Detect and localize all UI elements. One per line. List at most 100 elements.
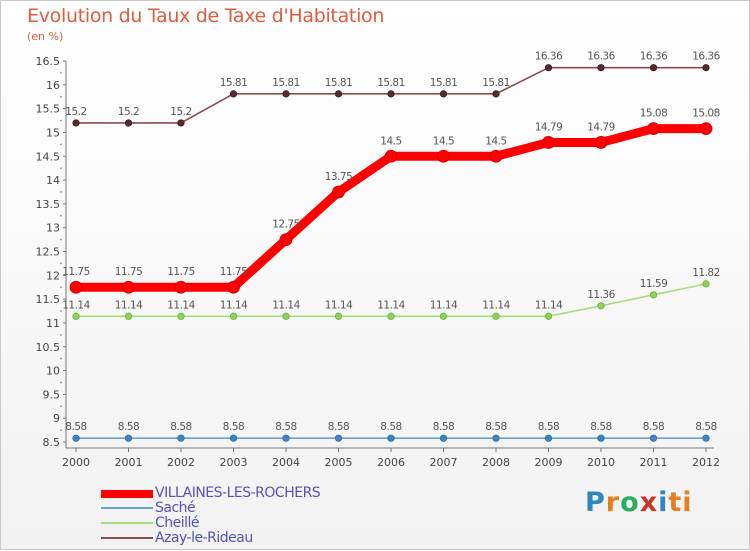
data-label-azay: 15.2 <box>118 106 139 118</box>
data-point-azay <box>177 119 185 127</box>
logo-letter: o <box>620 487 640 518</box>
y-tick-label: 15 <box>46 126 60 139</box>
data-label-azay: 15.81 <box>430 77 458 89</box>
y-minor-tick <box>60 357 62 360</box>
y-ticks: 8.5 9 9.5 10 10.5 11 11.5 12 12.5 13 13.5 14 14.5 15 1… <box>36 55 66 449</box>
data-label-sache: 8.58 <box>328 421 349 433</box>
data-label-sache: 8.58 <box>643 421 664 433</box>
x-tick-label: 2003 <box>220 456 248 469</box>
x-tick-label: 2009 <box>535 456 563 469</box>
x-tick-label: 2000 <box>62 456 90 469</box>
data-point-cheille <box>439 312 448 320</box>
y-tick-label: 10.5 <box>36 341 61 354</box>
data-point-cheille <box>387 312 395 320</box>
data-point-cheille <box>177 312 185 320</box>
y-tick-label: 16 <box>46 79 60 92</box>
data-label-sache: 8.58 <box>223 421 244 433</box>
y-tick-label: 13.5 <box>36 198 61 211</box>
data-label-cheille: 11.14 <box>220 299 248 311</box>
x-tick-label: 2008 <box>482 456 510 469</box>
data-point-villaines <box>594 136 608 149</box>
data-label-villaines: 14.5 <box>485 135 506 147</box>
y-tick-label: 11 <box>46 317 60 330</box>
data-point-azay <box>334 90 343 98</box>
data-label-cheille: 11.14 <box>535 299 563 311</box>
data-label-cheille: 11.59 <box>640 278 668 290</box>
data-label-azay: 15.81 <box>220 77 248 89</box>
y-tick-label: 10 <box>46 365 60 378</box>
y-tick-label: 16.5 <box>36 55 61 68</box>
legend-label-azay: Azay-le-Rideau <box>155 530 253 546</box>
y-tick-label: 12.5 <box>36 246 61 259</box>
y-minor-tick <box>60 143 62 146</box>
y-minor-tick <box>60 167 62 170</box>
data-label-villaines: 14.5 <box>433 135 454 147</box>
data-point-villaines <box>174 280 188 294</box>
data-point-sache <box>597 434 605 442</box>
proxiti-logo: Proxiti <box>585 487 693 518</box>
data-point-cheille <box>124 312 133 320</box>
y-minor-tick <box>60 262 62 265</box>
data-label-cheille: 11.14 <box>272 299 300 311</box>
data-label-villaines: 14.79 <box>535 121 563 133</box>
data-label-cheille: 11.14 <box>62 299 90 311</box>
data-point-villaines <box>384 149 398 163</box>
data-point-cheille <box>702 280 710 288</box>
data-label-sache: 8.58 <box>433 421 454 433</box>
data-point-azay <box>439 90 448 98</box>
data-point-sache <box>649 434 658 442</box>
legend-swatch-sache <box>101 507 153 509</box>
data-label-azay: 15.81 <box>272 77 300 89</box>
legend-swatch-azay <box>101 537 153 539</box>
data-label-sache: 8.58 <box>380 421 401 433</box>
data-point-sache <box>282 434 290 442</box>
legend-item-cheille: Cheillé <box>101 515 361 531</box>
data-label-sache: 8.58 <box>65 421 86 433</box>
data-point-villaines <box>122 280 135 294</box>
logo-letter: P <box>585 487 606 518</box>
data-label-cheille: 11.82 <box>692 267 720 279</box>
data-point-azay <box>387 90 395 98</box>
data-label-azay: 15.81 <box>377 77 405 89</box>
y-tick-label: 8.5 <box>43 436 61 449</box>
y-minor-tick <box>60 405 62 408</box>
unit-label: (en %) <box>27 30 64 43</box>
data-point-sache <box>177 434 185 442</box>
data-point-cheille <box>334 312 343 320</box>
data-point-villaines <box>332 185 345 199</box>
y-tick-label: 15.5 <box>36 103 61 116</box>
legend-item-azay: Azay-le-Rideau <box>101 530 361 546</box>
data-labels-layer: 8.58 8.58 8.58 8.58 8.58 8.58 8.58 8.58 8.58 8.58… <box>62 51 721 434</box>
y-minor-tick <box>60 238 62 241</box>
x-tick-label: 2002 <box>167 456 195 469</box>
data-label-cheille: 11.14 <box>325 299 353 311</box>
data-label-cheille: 11.14 <box>167 299 195 311</box>
data-label-sache: 8.58 <box>538 421 559 433</box>
data-label-azay: 16.36 <box>535 51 563 63</box>
legend-label-sache: Saché <box>155 500 196 516</box>
data-point-sache <box>334 434 343 442</box>
series-layer <box>69 64 713 442</box>
legend-item-villaines: VILLAINES-LES-ROCHERS <box>101 485 361 501</box>
legend-swatch-cheille <box>101 522 153 524</box>
legend-label-cheille: Cheillé <box>155 515 200 531</box>
x-tick-label: 2011 <box>640 456 668 469</box>
data-label-sache: 8.58 <box>118 421 139 433</box>
legend-swatch-villaines <box>101 490 153 498</box>
data-label-villaines: 12.75 <box>272 219 300 231</box>
data-label-villaines: 15.08 <box>640 108 668 120</box>
data-label-villaines: 13.75 <box>325 171 353 183</box>
y-minor-tick <box>60 333 62 336</box>
y-minor-tick <box>60 191 62 193</box>
data-point-sache <box>439 434 448 442</box>
data-label-cheille: 11.14 <box>430 299 458 311</box>
data-label-villaines: 15.08 <box>692 108 720 120</box>
data-label-sache: 8.58 <box>590 421 611 433</box>
data-point-azay <box>649 64 658 72</box>
x-tick-label: 2004 <box>272 456 300 469</box>
data-point-cheille <box>492 312 500 320</box>
x-tick-label: 2001 <box>115 456 143 469</box>
data-label-sache: 8.58 <box>695 421 716 433</box>
data-label-villaines: 11.75 <box>167 266 195 278</box>
